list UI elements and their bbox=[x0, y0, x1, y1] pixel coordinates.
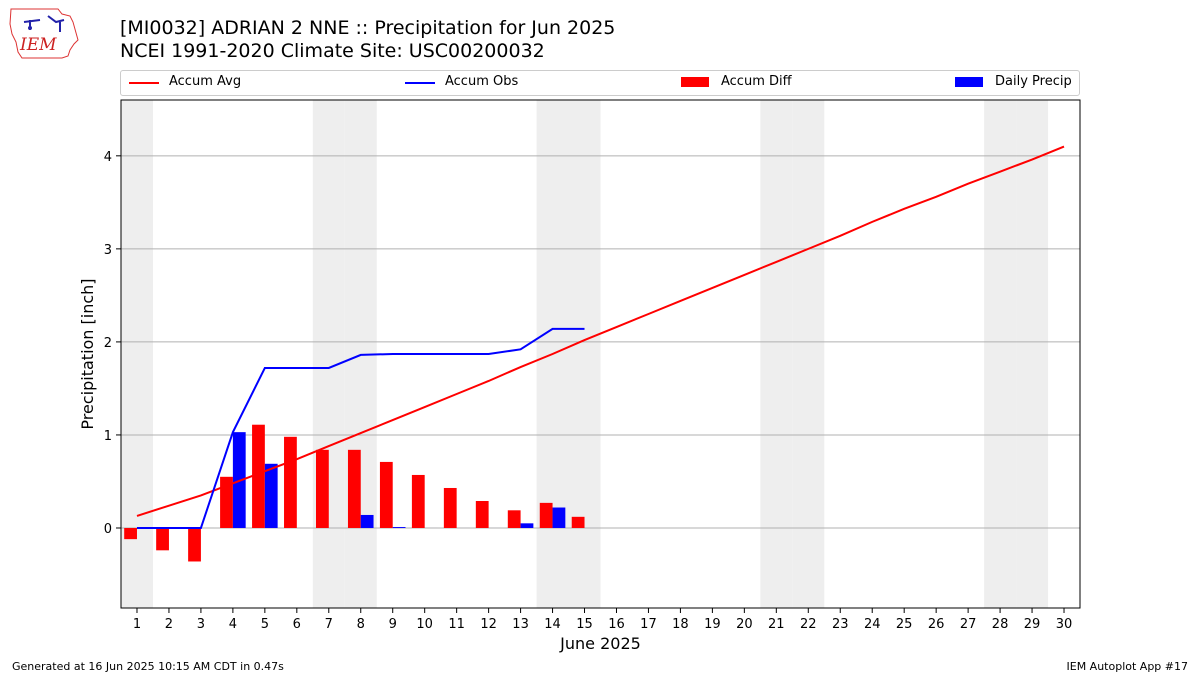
iem-logo: IEM bbox=[9, 8, 79, 59]
legend-accum-obs-swatch bbox=[405, 82, 435, 84]
x-tick-label: 21 bbox=[768, 617, 785, 632]
legend-daily-precip-label: Daily Precip bbox=[995, 74, 1072, 89]
logo-text: IEM bbox=[19, 35, 57, 55]
x-tick-label: 5 bbox=[261, 617, 269, 632]
accum-diff-bar bbox=[475, 501, 489, 528]
legend-accum-diff-label: Accum Diff bbox=[721, 74, 792, 89]
y-tick-label: 4 bbox=[104, 150, 112, 165]
y-axis-label: Precipitation [inch] bbox=[78, 278, 97, 429]
weekend-shade bbox=[1016, 100, 1049, 608]
x-axis-label: June 2025 bbox=[559, 634, 641, 653]
x-tick-label: 30 bbox=[1056, 617, 1073, 632]
accum-diff-bar bbox=[443, 487, 457, 528]
chart-title: [MI0032] ADRIAN 2 NNE :: Precipitation f… bbox=[120, 17, 616, 39]
x-tick-label: 25 bbox=[896, 617, 913, 632]
y-tick-label: 1 bbox=[104, 429, 112, 444]
x-tick-label: 22 bbox=[800, 617, 817, 632]
accum-diff-bar bbox=[188, 527, 201, 562]
y-tick-label: 2 bbox=[104, 336, 112, 351]
x-tick-label: 3 bbox=[197, 617, 205, 632]
accum-diff-bar bbox=[411, 474, 425, 528]
footer-app: IEM Autoplot App #17 bbox=[1066, 660, 1189, 673]
accum-diff-bar bbox=[571, 516, 585, 528]
x-tick-label: 13 bbox=[512, 617, 529, 632]
accum-obs-line bbox=[136, 327, 585, 529]
accum-diff-bar bbox=[347, 449, 361, 528]
accum-diff-bar bbox=[220, 476, 233, 528]
legend-accum-avg-swatch bbox=[129, 82, 159, 84]
weekend-shade bbox=[121, 100, 153, 608]
daily-precip-bar bbox=[392, 527, 406, 528]
legend: Accum Avg Accum Obs Accum Diff Daily Pre… bbox=[120, 70, 1080, 96]
x-tick-label: 20 bbox=[736, 617, 753, 632]
accum-avg-line bbox=[136, 145, 1065, 517]
legend-accum-avg-label: Accum Avg bbox=[169, 74, 242, 89]
x-tick-label: 6 bbox=[293, 617, 301, 632]
accum-diff-bar bbox=[315, 449, 329, 528]
x-tick-label: 27 bbox=[960, 617, 977, 632]
x-tick-label: 28 bbox=[992, 617, 1009, 632]
accum-diff-bar bbox=[507, 510, 521, 528]
x-tick-label: 8 bbox=[357, 617, 365, 632]
legend-daily-precip-swatch bbox=[955, 77, 983, 87]
accum-diff-bar bbox=[539, 502, 553, 528]
x-tick-label: 2 bbox=[165, 617, 173, 632]
x-tick-label: 7 bbox=[325, 617, 333, 632]
x-tick-label: 17 bbox=[640, 617, 657, 632]
weekend-shade bbox=[984, 100, 1017, 608]
weekend-shade bbox=[312, 100, 345, 608]
daily-precip-bar bbox=[552, 507, 566, 528]
x-tick-label: 9 bbox=[389, 617, 397, 632]
x-tick-label: 26 bbox=[928, 617, 945, 632]
daily-precip-bar bbox=[520, 523, 534, 528]
x-tick-label: 1 bbox=[133, 617, 141, 632]
accum-diff-bar bbox=[252, 424, 265, 528]
weekend-shade bbox=[568, 100, 601, 608]
x-tick-label: 29 bbox=[1024, 617, 1041, 632]
x-tick-label: 19 bbox=[704, 617, 721, 632]
accum-diff-bar bbox=[156, 527, 169, 551]
x-tick-label: 10 bbox=[416, 617, 433, 632]
x-tick-label: 23 bbox=[832, 617, 849, 632]
x-tick-label: 15 bbox=[576, 617, 593, 632]
weekend-shade bbox=[792, 100, 825, 608]
x-tick-label: 4 bbox=[229, 617, 237, 632]
legend-accum-diff-swatch bbox=[681, 77, 709, 87]
weekend-shade bbox=[760, 100, 793, 608]
chart-subtitle: NCEI 1991-2020 Climate Site: USC00200032 bbox=[120, 40, 545, 62]
plot-frame bbox=[120, 99, 1081, 609]
x-tick-label: 24 bbox=[864, 617, 881, 632]
accum-diff-bar bbox=[379, 461, 393, 528]
footer-generated: Generated at 16 Jun 2025 10:15 AM CDT in… bbox=[12, 660, 284, 673]
x-tick-label: 14 bbox=[544, 617, 561, 632]
y-tick-label: 3 bbox=[104, 243, 112, 258]
x-tick-label: 18 bbox=[672, 617, 689, 632]
daily-precip-bar bbox=[360, 514, 374, 528]
y-tick-label: 0 bbox=[104, 522, 112, 537]
accum-diff-bar bbox=[284, 436, 297, 528]
daily-precip-bar bbox=[264, 463, 278, 528]
x-tick-label: 12 bbox=[480, 617, 497, 632]
x-tick-label: 16 bbox=[608, 617, 625, 632]
x-tick-label: 11 bbox=[448, 617, 465, 632]
legend-accum-obs-label: Accum Obs bbox=[445, 74, 519, 89]
accum-diff-bar bbox=[124, 527, 137, 540]
